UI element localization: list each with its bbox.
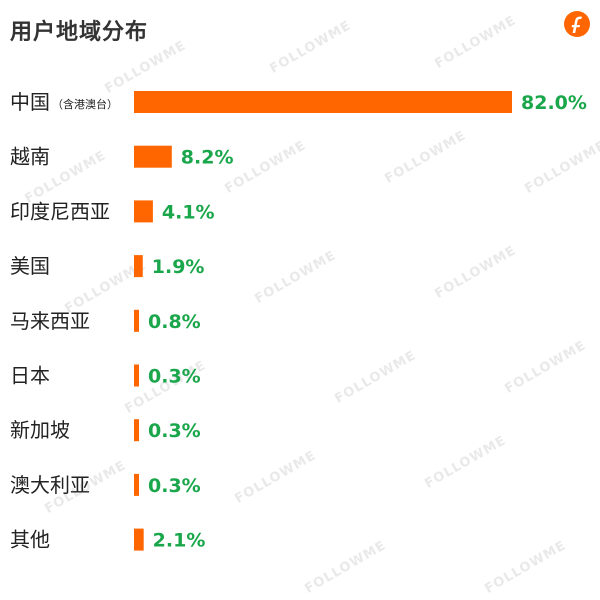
bar (134, 200, 153, 223)
bar (134, 364, 139, 387)
value-label: 0.3% (148, 475, 201, 497)
value-label: 2.1% (153, 530, 206, 552)
category-label: 新加坡 (10, 418, 70, 442)
value-label: 0.3% (148, 366, 201, 388)
category-label: 马来西亚 (10, 309, 90, 333)
value-label: 0.8% (148, 311, 201, 333)
value-label: 8.2% (181, 147, 234, 169)
value-label: 4.1% (162, 201, 215, 223)
bar (134, 309, 139, 332)
bar (134, 91, 512, 113)
bar (134, 473, 139, 496)
category-label: 其他 (10, 528, 50, 552)
category-label: 澳大利亚 (10, 473, 90, 497)
bar (134, 528, 144, 551)
value-label: 82.0% (521, 92, 587, 114)
category-note: （含港澳台） (52, 97, 118, 111)
category-label: 中国 (10, 90, 50, 114)
category-label: 美国 (10, 254, 50, 278)
category-label: 日本 (10, 364, 50, 388)
category-label: 越南 (10, 145, 50, 169)
followme-logo-icon (564, 11, 590, 37)
bar (134, 419, 139, 442)
bar (134, 255, 143, 278)
value-label: 0.3% (148, 420, 201, 442)
category-label: 印度尼西亚 (10, 199, 110, 223)
value-label: 1.9% (152, 256, 205, 278)
chart-title: 用户地域分布 (10, 20, 149, 45)
bar (134, 145, 172, 168)
